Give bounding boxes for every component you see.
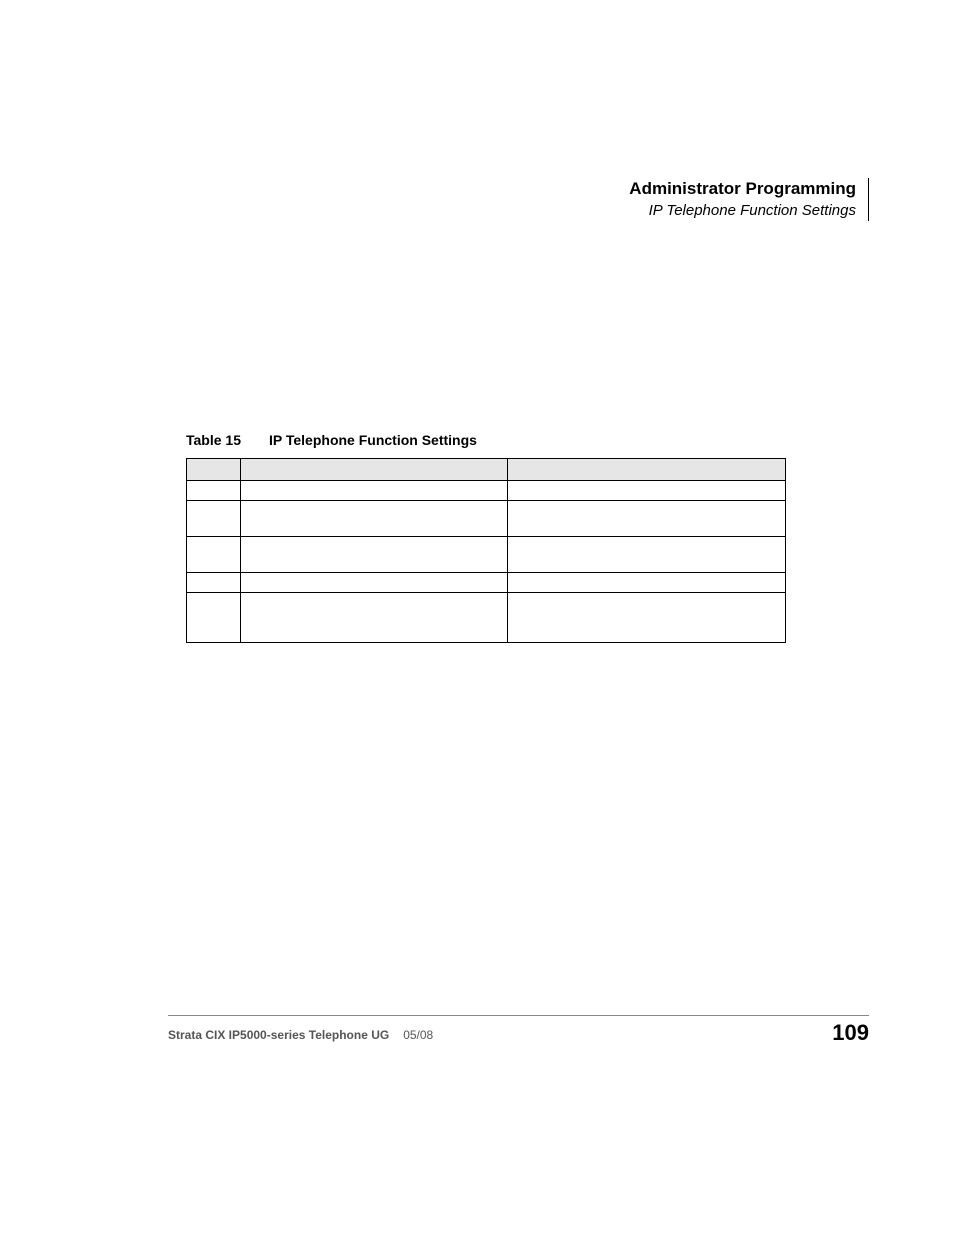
table-cell bbox=[240, 573, 508, 593]
header-subtitle: IP Telephone Function Settings bbox=[629, 200, 856, 221]
table-cell bbox=[187, 593, 241, 643]
table-cell bbox=[508, 481, 786, 501]
table-row bbox=[187, 593, 786, 643]
table-cell bbox=[240, 481, 508, 501]
table-header-cell bbox=[508, 459, 786, 481]
table-cell bbox=[240, 537, 508, 573]
table-cell bbox=[508, 573, 786, 593]
footer-date: 05/08 bbox=[403, 1028, 433, 1042]
table-cell bbox=[187, 573, 241, 593]
page: Administrator Programming IP Telephone F… bbox=[0, 0, 954, 1235]
table-cell bbox=[187, 537, 241, 573]
function-settings-table bbox=[186, 458, 786, 643]
table-header-cell bbox=[240, 459, 508, 481]
table-cell bbox=[508, 593, 786, 643]
table-header-row bbox=[187, 459, 786, 481]
page-number: 109 bbox=[832, 1020, 869, 1046]
footer-left: Strata CIX IP5000-series Telephone UG 05/… bbox=[168, 1028, 433, 1042]
table-title: IP Telephone Function Settings bbox=[269, 432, 477, 448]
table-cell bbox=[508, 501, 786, 537]
table-caption: Table 15 IP Telephone Function Settings bbox=[186, 432, 477, 448]
table-cell bbox=[240, 501, 508, 537]
table-row bbox=[187, 481, 786, 501]
table-cell bbox=[508, 537, 786, 573]
table-number: Table 15 bbox=[186, 432, 241, 448]
table-cell bbox=[187, 501, 241, 537]
footer-doc: Strata CIX IP5000-series Telephone UG bbox=[168, 1028, 389, 1042]
header-title: Administrator Programming bbox=[629, 178, 856, 200]
table-cell bbox=[240, 593, 508, 643]
table-body bbox=[187, 481, 786, 643]
table-row bbox=[187, 501, 786, 537]
table-row bbox=[187, 537, 786, 573]
footer-rule bbox=[168, 1015, 869, 1016]
table-header-cell bbox=[187, 459, 241, 481]
table-row bbox=[187, 573, 786, 593]
page-header: Administrator Programming IP Telephone F… bbox=[629, 178, 869, 221]
table-cell bbox=[187, 481, 241, 501]
